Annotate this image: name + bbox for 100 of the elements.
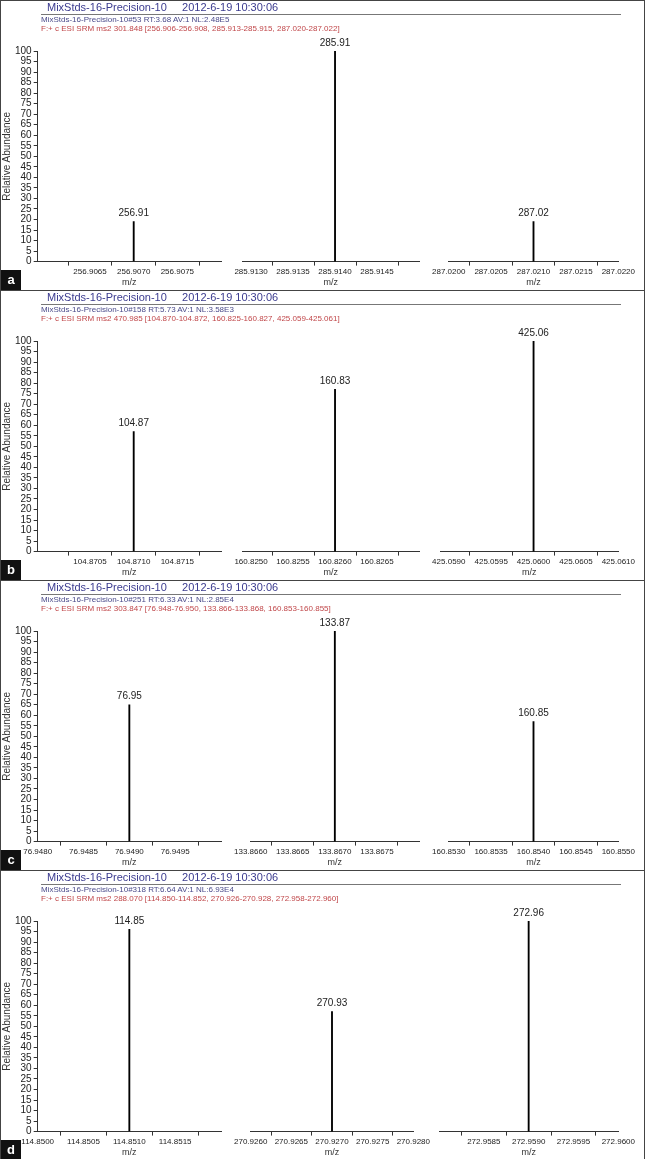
x-tick-label: 133.8670: [318, 846, 353, 856]
y-tick-label: 30: [20, 482, 33, 494]
x-axis-title: m/z: [323, 277, 339, 288]
annotation: 104.87: [118, 417, 150, 429]
y-axis-title: Relative Abundance: [0, 981, 12, 1071]
chart-title: MixStds-16-Precision-10 2012-6-19 10:30:06: [41, 581, 621, 595]
y-tick-label: 75: [20, 967, 33, 979]
annotation: 285.91: [319, 36, 351, 48]
y-tick-label: 95: [20, 55, 33, 67]
y-tick-label: 60: [20, 708, 33, 720]
y-tick-label: 90: [20, 65, 33, 77]
y-tick-label: 30: [20, 192, 33, 204]
y-tick-label: 45: [20, 740, 33, 752]
y-tick-label: 25: [20, 202, 33, 214]
y-tick-label: 15: [20, 513, 33, 525]
y-tick-label: 20: [20, 213, 33, 225]
x-tick-label: 272.9595: [556, 1136, 591, 1146]
x-tick-label: 270.9270: [315, 1136, 350, 1146]
x-axis-title: m/z: [122, 1147, 138, 1158]
x-tick-label: 114.8510: [112, 1136, 147, 1146]
y-tick-label: 65: [20, 408, 33, 420]
y-tick-label: 55: [20, 139, 33, 151]
x-tick-label: 104.8705: [73, 556, 108, 566]
y-tick-label: 65: [20, 118, 33, 130]
y-tick-label: 95: [20, 345, 33, 357]
x-axis-title: m/z: [521, 1147, 537, 1158]
y-tick-label: 50: [20, 730, 33, 742]
y-tick-label: 90: [20, 935, 33, 947]
x-tick-label: 256.9075: [160, 266, 195, 276]
x-tick-label: 160.8255: [276, 556, 311, 566]
y-tick-label: 95: [20, 925, 33, 937]
y-tick-label: 90: [20, 645, 33, 657]
chart-title: MixStds-16-Precision-10 2012-6-19 10:30:06: [41, 1, 621, 15]
x-axis-title: m/z: [122, 277, 138, 288]
annotation: 270.93: [316, 997, 348, 1009]
y-tick-label: 35: [20, 761, 33, 773]
y-tick-label: 0: [26, 1125, 33, 1137]
chart-subtitle: MixStds-16-Precision-10#251 RT:6.33 AV:1 NL:2.85E4 F:+ c ESI SRM ms2 303.847 [76.948-76.950, 133.866-133.868, 160.853-160.855]: [41, 595, 332, 613]
y-tick-label: 40: [20, 1041, 33, 1053]
y-tick-label: 90: [20, 355, 33, 367]
x-axis-title: m/z: [122, 857, 138, 868]
annotation: 160.85: [518, 707, 550, 719]
x-axis-title: m/z: [327, 857, 343, 868]
x-tick-label: 114.8505: [67, 1136, 101, 1146]
y-tick-label: 85: [20, 656, 33, 668]
y-tick-label: 55: [20, 429, 33, 441]
y-tick-label: 50: [20, 150, 33, 162]
x-tick-label: 285.9130: [234, 266, 269, 276]
y-tick-label: 40: [20, 751, 33, 763]
y-tick-label: 20: [20, 503, 33, 515]
x-tick-label: 287.0205: [474, 266, 509, 276]
y-tick-label: 0: [26, 255, 33, 267]
annotation: 256.91: [118, 207, 150, 219]
y-tick-label: 15: [20, 803, 33, 815]
annotation: 272.96: [513, 906, 545, 918]
y-tick-label: 45: [20, 1030, 33, 1042]
y-tick-label: 65: [20, 988, 33, 1000]
chart-subtitle: MixStds-16-Precision-10#53 RT:3.68 AV:1 NL:2.48E5 F:+ c ESI SRM ms2 301.848 [256.906-256.908, 285.913-285.915, 287.020-287.022]: [41, 15, 341, 33]
y-tick-label: 25: [20, 492, 33, 504]
x-tick-label: 272.9585: [467, 1136, 502, 1146]
x-axis-title: m/z: [526, 277, 542, 288]
y-tick-label: 30: [20, 772, 33, 784]
x-tick-label: 160.8265: [360, 556, 395, 566]
x-tick-label: 76.9480: [23, 846, 53, 856]
x-tick-label: 133.8660: [234, 846, 268, 856]
y-tick-label: 20: [20, 1083, 33, 1095]
x-tick-label: 104.8715: [160, 556, 195, 566]
x-axis-title: m/z: [522, 567, 538, 578]
x-tick-label: 114.8515: [158, 1136, 193, 1146]
y-tick-label: 25: [20, 782, 33, 794]
annotation: 133.87: [319, 616, 351, 628]
x-tick-label: 104.8710: [117, 556, 151, 566]
x-tick-label: 285.9135: [276, 266, 311, 276]
y-tick-label: 70: [20, 397, 33, 409]
y-tick-label: 100: [15, 334, 33, 346]
x-tick-label: 425.0610: [601, 556, 636, 566]
x-tick-label: 114.8500: [21, 1136, 55, 1146]
x-tick-label: 287.0200: [432, 266, 466, 276]
y-tick-label: 10: [20, 814, 33, 826]
x-tick-label: 272.9600: [601, 1136, 636, 1146]
x-axis-title: m/z: [323, 567, 339, 578]
annotation: 425.06: [518, 326, 550, 338]
y-tick-label: 5: [26, 534, 33, 546]
x-tick-label: 256.9065: [73, 266, 108, 276]
x-tick-label: 425.0590: [432, 556, 467, 566]
x-axis-title: m/z: [526, 857, 542, 868]
y-tick-label: 40: [20, 461, 33, 473]
y-tick-label: 20: [20, 793, 33, 805]
y-tick-label: 75: [20, 387, 33, 399]
chart-subtitle: MixStds-16-Precision-10#318 RT:6.64 AV:1 NL:6.93E4 F:+ c ESI SRM ms2 288.070 [114.850-114.852, 270.926-270.928, 272.958-272.960]: [41, 885, 340, 903]
x-tick-label: 76.9495: [160, 846, 191, 856]
y-tick-label: 45: [20, 160, 33, 172]
y-tick-label: 85: [20, 366, 33, 378]
y-tick-label: 65: [20, 698, 33, 710]
chart-subtitle: MixStds-16-Precision-10#158 RT:5.73 AV:1 NL:3.58E3 F:+ c ESI SRM ms2 470.985 [104.870-104.872, 160.825-160.827, 425.059-425.061]: [41, 305, 341, 323]
x-tick-label: 160.8530: [432, 846, 466, 856]
text: d: [1, 1140, 21, 1159]
y-tick-label: 70: [20, 107, 33, 119]
y-tick-label: 5: [26, 244, 33, 256]
y-tick-label: 75: [20, 97, 33, 109]
